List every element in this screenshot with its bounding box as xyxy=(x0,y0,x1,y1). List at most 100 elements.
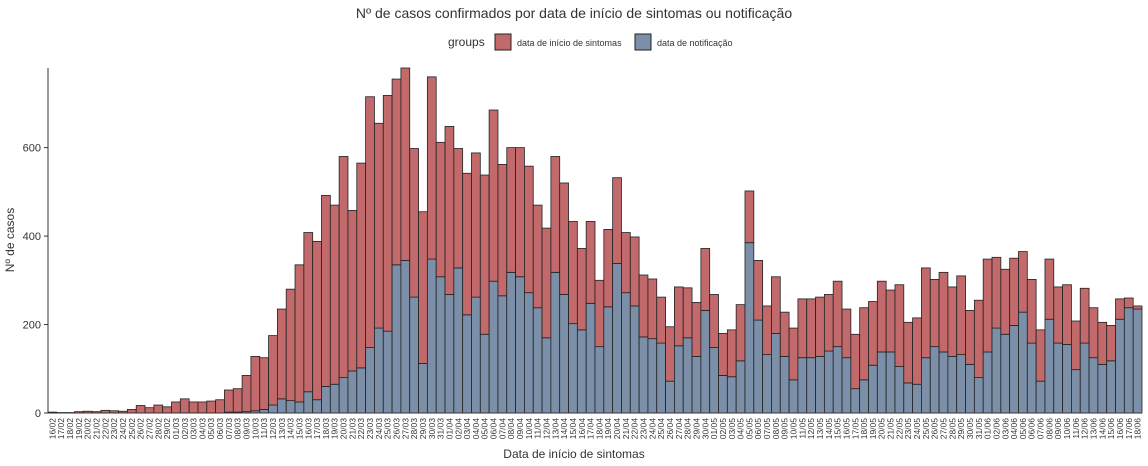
bar-segment xyxy=(647,338,658,414)
x-tick-label: 11/04 xyxy=(533,418,543,439)
x-tick-label: 04/03 xyxy=(197,418,207,440)
bar-segment xyxy=(488,280,499,414)
bar-segment xyxy=(400,67,411,261)
bar-segment xyxy=(250,355,261,412)
x-tick-label: 22/05 xyxy=(894,418,904,440)
x-tick-label: 23/02 xyxy=(109,418,119,440)
x-tick-label: 06/05 xyxy=(753,418,763,440)
x-tick-label: 25/05 xyxy=(921,418,931,440)
bar-segment xyxy=(859,307,869,381)
bar-segment xyxy=(1009,257,1019,326)
bar-segment xyxy=(515,276,525,414)
x-tick-label: 01/06 xyxy=(983,418,993,440)
bar-segment xyxy=(559,182,569,295)
x-tick-label: 14/03 xyxy=(286,418,296,440)
x-tick-label: 01/04 xyxy=(444,418,454,440)
bar-segment xyxy=(162,406,172,414)
bar-segment xyxy=(868,364,878,414)
bar-segment xyxy=(171,401,181,414)
bar-segment xyxy=(815,355,825,414)
bar-segment xyxy=(665,326,675,382)
bar-segment xyxy=(356,162,367,369)
bar-segment xyxy=(541,227,552,339)
bar-segment xyxy=(497,164,508,297)
bar-segment xyxy=(700,309,711,414)
x-tick-label: 25/03 xyxy=(383,418,393,440)
bar-segment xyxy=(815,296,825,357)
x-tick-label: 12/03 xyxy=(268,418,278,440)
bar-segment xyxy=(1009,325,1019,414)
bar-segment xyxy=(365,96,375,348)
x-tick-label: 07/05 xyxy=(762,418,772,440)
x-tick-label: 03/03 xyxy=(189,418,199,440)
bar-segment xyxy=(356,367,367,414)
x-tick-label: 14/05 xyxy=(824,418,834,440)
x-tick-label: 13/05 xyxy=(815,418,825,440)
bar-segment xyxy=(276,398,287,414)
bar-segment xyxy=(876,280,887,353)
x-tick-label: 13/03 xyxy=(277,418,287,440)
x-tick-label: 24/02 xyxy=(118,418,128,440)
bar-segment xyxy=(294,264,305,403)
bar-segment xyxy=(638,336,649,414)
bar-segment xyxy=(965,363,975,414)
x-tick-label: 12/05 xyxy=(806,418,816,440)
bar-segment xyxy=(718,332,728,376)
x-tick-label: 24/03 xyxy=(374,418,384,440)
bar-segment xyxy=(347,370,358,414)
bar-segment xyxy=(462,314,472,414)
bar-segment xyxy=(1115,298,1125,320)
bar-segment xyxy=(532,204,543,309)
bar-segment xyxy=(674,345,684,414)
bar-segment xyxy=(718,375,728,414)
x-tick-label: 30/04 xyxy=(700,418,710,440)
bar-segment xyxy=(1079,287,1090,344)
bar-segment xyxy=(1000,333,1011,414)
bar-segment xyxy=(832,280,843,348)
bar-segment xyxy=(1000,268,1011,335)
x-tick-label: 03/06 xyxy=(1000,418,1010,440)
x-tick-label: 16/03 xyxy=(303,418,313,440)
bar-segment xyxy=(876,351,887,414)
x-tick-label: 08/06 xyxy=(1044,418,1054,440)
x-tick-label: 20/03 xyxy=(339,418,349,440)
x-tick-label: 26/02 xyxy=(136,418,146,440)
bar-segment xyxy=(709,294,719,348)
bar-segment xyxy=(303,391,314,414)
bar-segment xyxy=(762,354,772,414)
x-tick-label: 15/03 xyxy=(294,418,304,440)
bar-segment xyxy=(524,165,534,294)
x-tick-label: 18/03 xyxy=(321,418,331,440)
x-tick-label: 10/06 xyxy=(1062,418,1072,440)
bar-segment xyxy=(135,405,146,414)
x-tick-label: 27/03 xyxy=(400,418,410,440)
x-tick-label: 22/02 xyxy=(100,418,110,440)
bar-segment xyxy=(374,327,384,414)
bar-segment xyxy=(885,351,896,414)
bar-segment xyxy=(338,156,349,379)
x-tick-label: 11/06 xyxy=(1071,418,1081,439)
bar-segment xyxy=(806,298,816,359)
legend-label: data de notificação xyxy=(657,38,733,48)
x-tick-label: 28/05 xyxy=(947,418,957,440)
x-tick-label: 27/05 xyxy=(938,418,948,440)
bar-segment xyxy=(329,383,340,414)
bar-segment xyxy=(471,296,481,414)
bar-segment xyxy=(1035,380,1046,414)
bar-segment xyxy=(1062,344,1072,414)
bar-segment xyxy=(832,346,843,414)
bar-segment xyxy=(621,292,631,414)
x-tick-label: 29/03 xyxy=(418,418,428,440)
bar-segment xyxy=(550,271,561,414)
x-tick-label: 14/06 xyxy=(1097,418,1107,440)
legend-swatch xyxy=(494,33,512,51)
bar-segment xyxy=(726,376,737,414)
bar-segment xyxy=(329,204,340,385)
x-tick-label: 14/04 xyxy=(559,418,569,440)
y-tick-label: 400 xyxy=(23,231,41,243)
x-tick-label: 23/04 xyxy=(639,418,649,440)
bar-segment xyxy=(294,401,305,414)
bar-segment xyxy=(524,292,534,414)
bar-segment xyxy=(903,382,914,414)
bar-segment xyxy=(859,379,869,414)
